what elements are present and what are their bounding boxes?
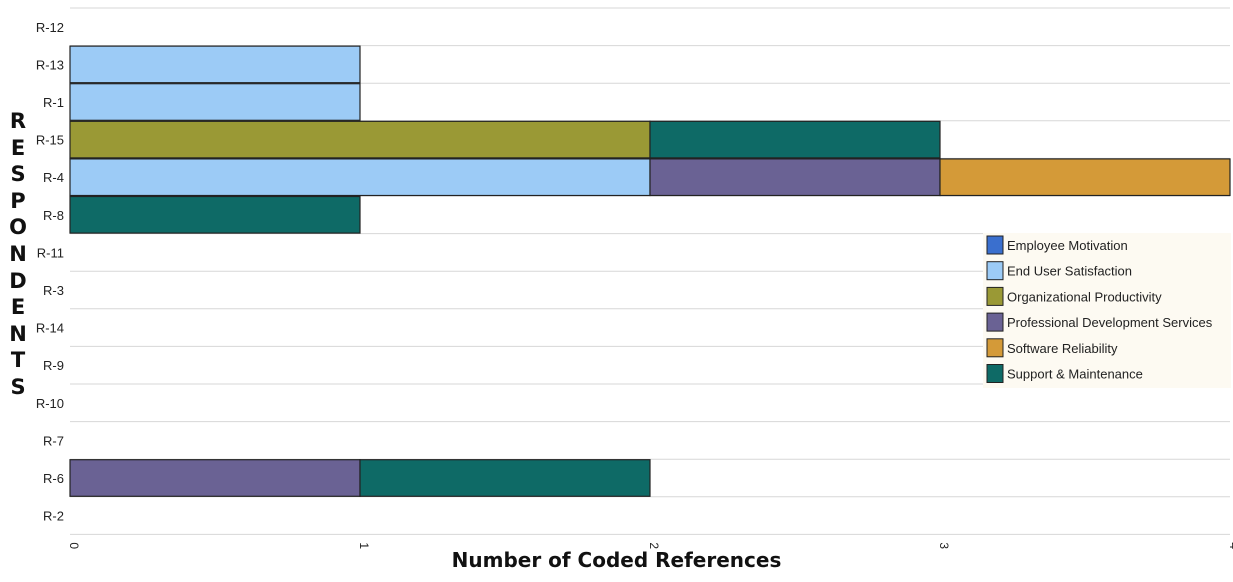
- y-axis-label-letter: R: [9, 109, 27, 133]
- bar-segment: [69, 45, 361, 84]
- y-axis-label-letter: T: [10, 348, 26, 373]
- y-tick-label: R-14: [36, 321, 64, 336]
- y-tick-label: R-15: [36, 133, 64, 148]
- y-axis-label-letter: E: [10, 135, 26, 160]
- bar-segment: [69, 83, 361, 121]
- legend-swatch: [986, 261, 1004, 281]
- y-axis-label-letter: N: [9, 321, 27, 346]
- y-axis-label-letter: O: [9, 215, 27, 240]
- legend-swatch: [986, 338, 1004, 358]
- legend-label: End User Satisfaction: [1007, 264, 1132, 279]
- bar-segment: [359, 459, 651, 497]
- y-tick-label: R-11: [37, 245, 64, 260]
- y-tick-label: R-8: [43, 208, 64, 223]
- legend-label: Software Reliability: [1007, 341, 1118, 356]
- legend-label: Support & Maintenance: [1007, 367, 1143, 382]
- legend-box: [983, 233, 1231, 388]
- y-axis-label-letter: D: [9, 268, 27, 293]
- y-tick-label: R-6: [43, 471, 64, 486]
- y-tick-label: R-9: [43, 358, 64, 373]
- x-tick-label: 4: [1227, 542, 1233, 549]
- y-axis-label-letter: N: [9, 241, 27, 266]
- legend-swatch: [986, 235, 1004, 255]
- x-tick-label: 2: [647, 542, 661, 549]
- y-tick-label: R-4: [43, 170, 64, 185]
- x-axis-label: Number of Coded References: [451, 548, 782, 572]
- legend-label: Professional Development Services: [1007, 315, 1213, 330]
- y-tick-label: R-3: [43, 283, 64, 298]
- bar-segment: [69, 459, 361, 497]
- x-tick-label: 1: [357, 542, 371, 549]
- y-tick-label: R-12: [36, 20, 64, 35]
- legend-swatch: [986, 364, 1004, 383]
- y-axis-label-letter: S: [10, 162, 26, 187]
- y-tick-label: R-7: [43, 433, 64, 448]
- y-tick-label: R-1: [43, 95, 64, 110]
- legend-label: Organizational Productivity: [1007, 289, 1162, 304]
- y-axis-label-letter: E: [10, 295, 26, 320]
- bar-segment: [69, 195, 361, 234]
- y-tick-label: R-10: [36, 396, 64, 411]
- y-tick-label: R-2: [43, 509, 64, 524]
- legend-label: Employee Motivation: [1007, 238, 1128, 253]
- y-axis-label-letter: S: [10, 374, 26, 399]
- bar-segment: [939, 158, 1231, 197]
- y-tick-label: R-13: [36, 57, 64, 72]
- bar-segment: [69, 158, 651, 197]
- bar-segment: [649, 158, 941, 197]
- bar-segment: [69, 120, 651, 159]
- legend-swatch: [986, 312, 1004, 332]
- bar-segment: [649, 120, 941, 159]
- x-tick-label: 3: [937, 542, 951, 549]
- legend-swatch: [986, 286, 1004, 306]
- y-axis-label-letter: P: [10, 188, 26, 213]
- x-tick-label: 0: [67, 542, 81, 549]
